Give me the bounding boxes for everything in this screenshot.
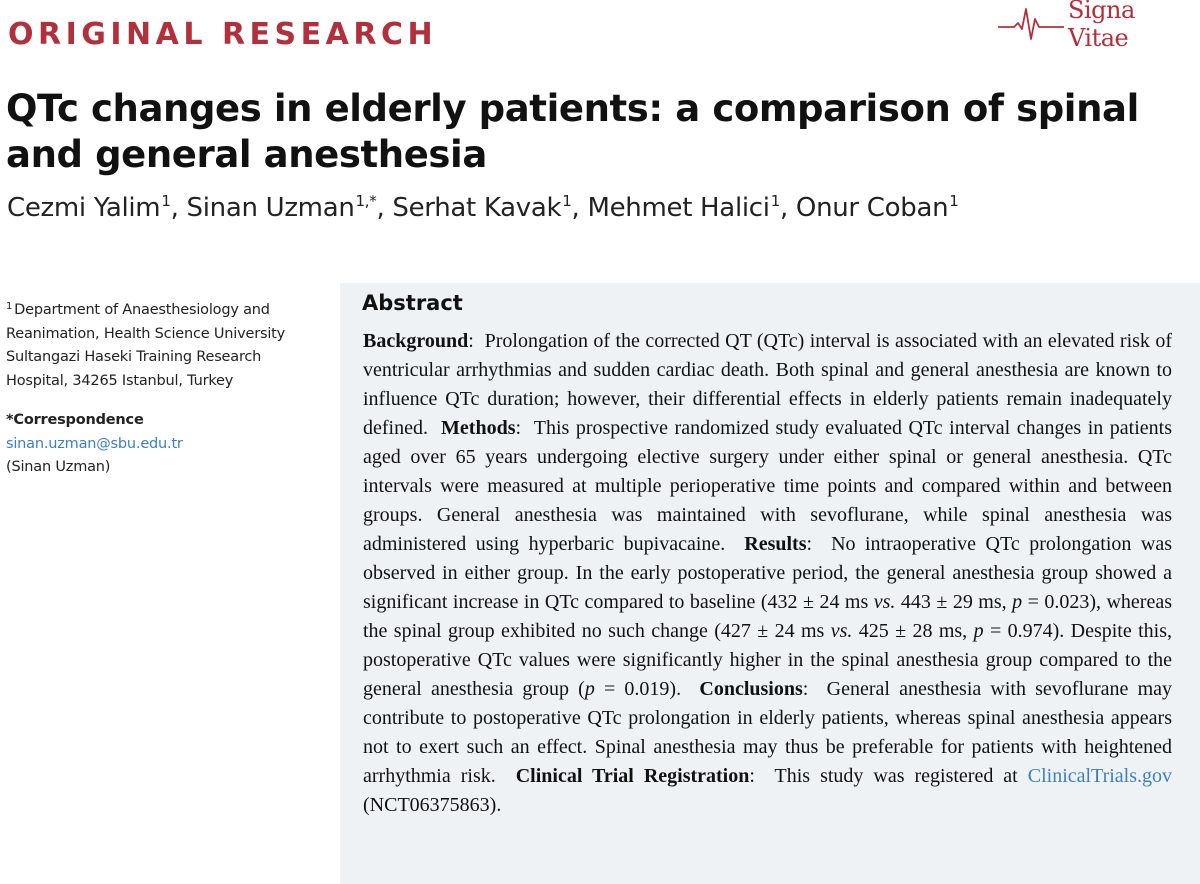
background-label: Background [363,330,469,352]
p-value-symbol: p [1012,591,1023,613]
conclusions-text: General anesthesia with sevoflurane may … [363,678,1173,787]
correspondence: *Correspondence sinan.uzman@sbu.edu.tr (… [6,409,316,480]
author-affiliation-marker: 1 [949,192,959,210]
affiliation-marker: 1 [6,301,13,312]
methods-text: This prospective randomized study evalua… [363,417,1172,555]
author-list: Cezmi Yalim1, Sinan Uzman1,*, Serhat Kav… [7,192,959,223]
author-affiliation-marker: 1 [562,192,572,210]
abstract-heading: Abstract [362,291,463,315]
author[interactable]: Cezmi Yalim1 [7,192,171,223]
clinicaltrials-link[interactable]: ClinicalTrials.gov [1027,765,1173,787]
article-title: QTc changes in elderly patients: a compa… [6,87,1139,176]
abstract-text: Background: Prolongation of the correcte… [363,330,1173,816]
p-value-symbol: p [584,678,595,700]
results-text: = 0.023), whereas the spinal group exhib… [363,591,1172,642]
affiliation-text: Department of Anaesthesiology and Reanim… [6,302,286,389]
affiliation: 1 Department of Anaesthesiology and Reani… [6,295,316,393]
author[interactable]: Onur Coban1 [795,192,959,223]
results-text: No intraoperative QTc prolongation was o… [363,533,1173,613]
abstract-box: Abstract Background: Prolongation of the… [340,283,1200,884]
author[interactable]: Sinan Uzman1,* [186,192,377,223]
author[interactable]: Serhat Kavak1 [392,192,572,223]
registration-label: Clinical Trial Registration [515,765,750,787]
registration-id: (NCT06375863). [363,794,502,816]
conclusions-label: Conclusions [699,678,803,700]
versus-abbrev: vs. [873,591,896,613]
versus-abbrev: vs. [830,620,853,642]
registration-text: This study was registered at [774,765,1018,787]
ecg-wave-icon [998,7,1064,41]
results-label: Results [744,533,807,555]
email-link[interactable]: sinan.uzman@sbu.edu.tr [6,435,183,452]
results-text: 425 ± 28 ms, [852,620,974,642]
results-text: = 0.974). Despite this, postoperative QT… [363,620,1172,700]
journal-logo[interactable]: Signa Vitae [998,0,1198,52]
author-affiliation-marker: 1,* [355,192,377,210]
results-text: = 0.019). [594,678,682,700]
correspondent-name: (Sinan Uzman) [6,459,111,475]
p-value-symbol: p [973,620,984,642]
section-label: ORIGINAL RESEARCH [8,17,438,52]
results-text: 443 ± 29 ms, [895,591,1013,613]
correspondence-heading: *Correspondence [6,412,144,428]
author-affiliation-marker: 1 [770,192,781,210]
author[interactable]: Mehmet Halici1 [587,192,781,223]
background-text: Prolongation of the corrected QT (QTc) i… [363,330,1172,439]
author-affiliation-marker: 1 [161,192,171,210]
methods-label: Methods [441,417,516,439]
journal-name: Signa Vitae [1068,0,1135,52]
